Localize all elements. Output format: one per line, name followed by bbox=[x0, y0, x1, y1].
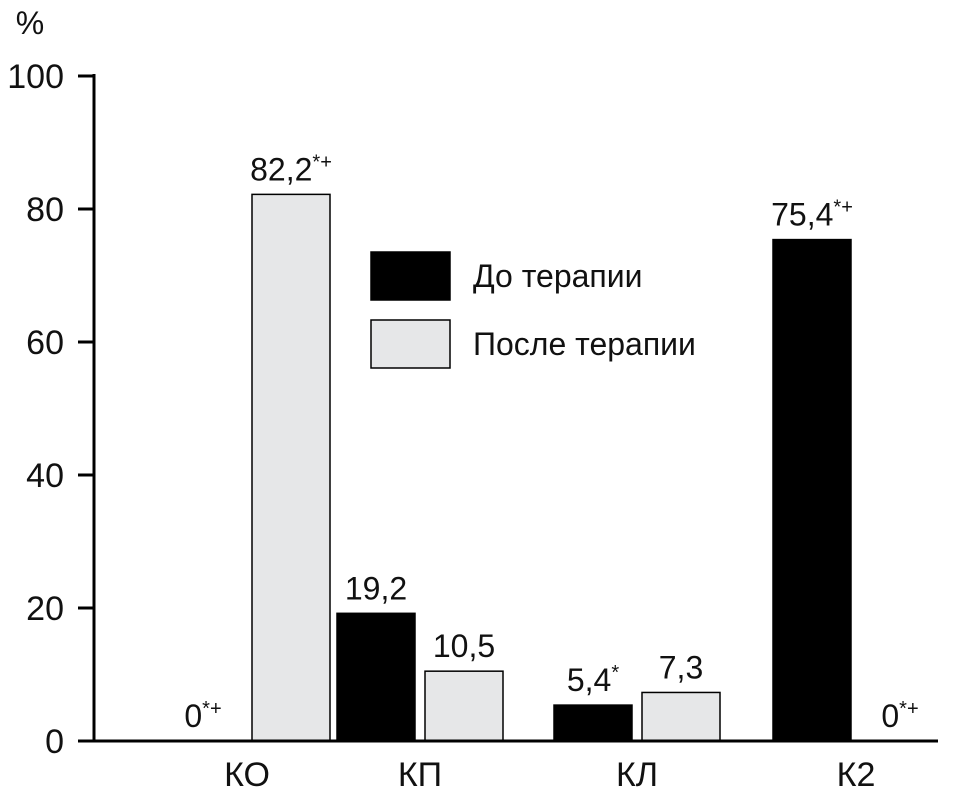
bar-before-2 bbox=[553, 704, 633, 742]
data-label: 10,5 bbox=[433, 628, 495, 664]
data-label: 5,4* bbox=[567, 662, 619, 698]
y-tick-label: 20 bbox=[26, 590, 64, 628]
y-tick-label: 40 bbox=[26, 457, 64, 495]
data-label-value: 19,2 bbox=[345, 570, 407, 606]
data-labels: 0*+82,2*+19,210,55,4* 7,375,4*+0*+ bbox=[184, 151, 918, 734]
category-labels: КО КП КЛ К2 bbox=[224, 756, 875, 793]
legend-swatch bbox=[370, 319, 451, 369]
significance-mark: *+ bbox=[833, 197, 852, 219]
data-label: 19,2 bbox=[345, 570, 407, 606]
significance-mark: *+ bbox=[312, 151, 331, 173]
data-label: 7,3 bbox=[659, 649, 703, 685]
significance-mark: *+ bbox=[202, 698, 221, 720]
legend-swatch bbox=[370, 251, 451, 301]
significance-mark: * bbox=[611, 662, 619, 684]
data-label: 0*+ bbox=[184, 698, 221, 734]
y-tick-label: 80 bbox=[26, 191, 64, 229]
y-axis-ticks: 0 20 40 60 80 100 bbox=[7, 58, 94, 761]
data-label: 75,4*+ bbox=[771, 197, 853, 233]
data-label-value: 0 bbox=[881, 698, 899, 734]
y-tick-label: 60 bbox=[26, 324, 64, 362]
data-label-value: 7,3 bbox=[659, 649, 703, 685]
bar-after-0 bbox=[251, 193, 331, 742]
data-label-value: 75,4 bbox=[771, 197, 833, 233]
y-tick-label: 100 bbox=[7, 58, 64, 96]
data-label-value: 10,5 bbox=[433, 628, 495, 664]
data-label: 82,2*+ bbox=[250, 151, 332, 187]
bars bbox=[251, 193, 852, 742]
y-axis-unit-label: % bbox=[16, 5, 44, 41]
category-label: КЛ bbox=[616, 756, 658, 793]
legend-label: После терапии bbox=[473, 326, 696, 362]
legend-label: До терапии bbox=[473, 258, 642, 294]
category-label: КП bbox=[398, 756, 442, 793]
legend: До терапии После терапии bbox=[370, 251, 696, 369]
bar-before-3 bbox=[772, 238, 852, 742]
category-label: К2 bbox=[837, 756, 876, 793]
data-label-value: 5,4 bbox=[567, 662, 611, 698]
significance-mark: *+ bbox=[899, 698, 918, 720]
bar-before-1 bbox=[336, 612, 416, 742]
data-label: 0*+ bbox=[881, 698, 918, 734]
category-label: КО bbox=[224, 756, 270, 793]
bar-after-1 bbox=[424, 670, 504, 742]
data-label-value: 82,2 bbox=[250, 151, 312, 187]
data-label-value: 0 bbox=[184, 698, 202, 734]
y-tick-label: 0 bbox=[45, 723, 64, 761]
bar-after-2 bbox=[641, 691, 721, 742]
